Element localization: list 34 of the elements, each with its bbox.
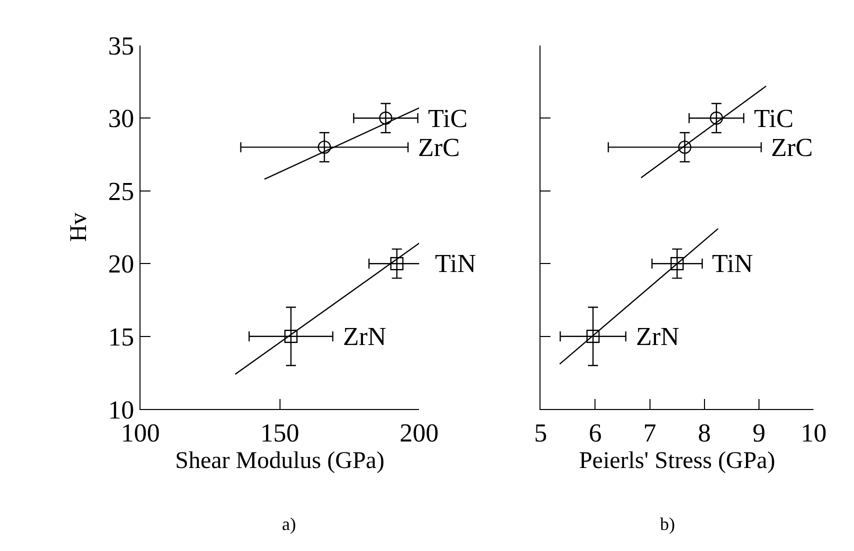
point bbox=[586, 330, 600, 343]
y-tick-label: 25 bbox=[108, 176, 134, 206]
x-axis-title: Shear Modulus (GPa) bbox=[175, 448, 384, 474]
text: ZrC bbox=[418, 133, 460, 162]
point bbox=[318, 140, 331, 154]
x-tick-label: 150 bbox=[260, 418, 300, 448]
y-axis-title: Hv bbox=[66, 212, 92, 242]
y-tick-label: 20 bbox=[108, 250, 134, 279]
series-label: TiC bbox=[754, 104, 794, 133]
y-tick-label: 15 bbox=[108, 322, 134, 352]
series-label: ZrN bbox=[636, 322, 680, 351]
text: a) bbox=[282, 514, 296, 534]
point bbox=[284, 330, 298, 343]
y-tick-label: 30 bbox=[108, 104, 134, 134]
series-label: TiN bbox=[435, 249, 476, 278]
x-tick-label: 5 bbox=[534, 418, 548, 448]
series-label: ZrN bbox=[343, 322, 387, 351]
x-tick-label: 9 bbox=[752, 418, 766, 448]
point bbox=[678, 140, 692, 154]
point bbox=[670, 257, 684, 270]
x-tick-label: 7 bbox=[643, 418, 656, 448]
x-tick-label: 6 bbox=[588, 418, 602, 448]
point bbox=[379, 111, 392, 125]
x-axis-title: Peierls' Stress (GPa) bbox=[578, 448, 776, 474]
text: b) bbox=[660, 514, 675, 534]
point bbox=[390, 257, 404, 270]
x-tick-label: 10 bbox=[800, 418, 827, 448]
series-label: TiN bbox=[712, 249, 754, 278]
point bbox=[710, 111, 724, 125]
x-tick-label: 8 bbox=[698, 418, 711, 448]
y-tick-label: 35 bbox=[108, 31, 134, 60]
text: ZrC bbox=[771, 133, 813, 162]
x-tick-label: 200 bbox=[400, 418, 439, 448]
series-label: TiC bbox=[428, 104, 468, 133]
